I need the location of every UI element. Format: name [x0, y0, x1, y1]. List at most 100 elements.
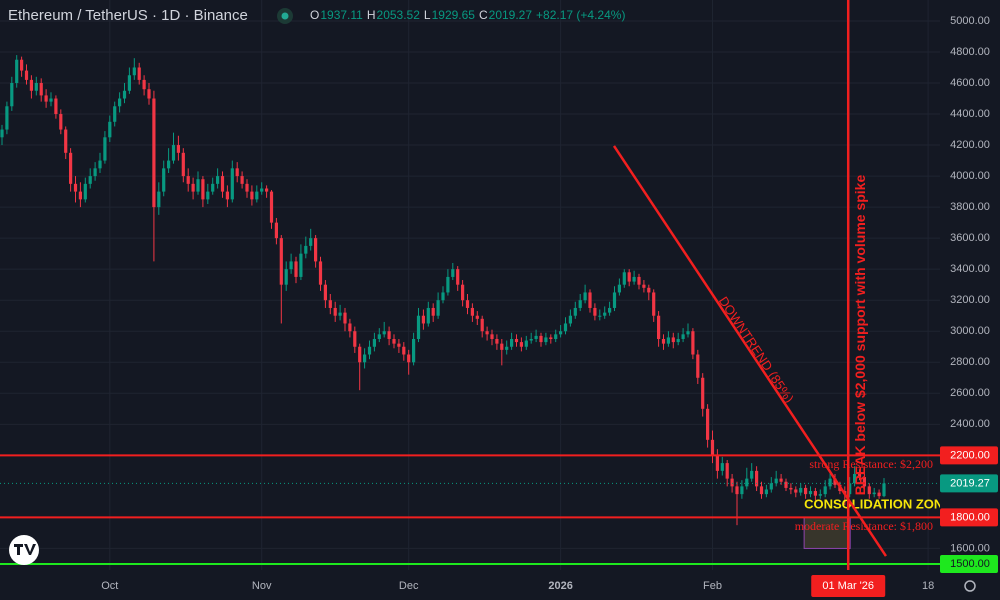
- candle-body: [206, 191, 210, 200]
- candle-body: [260, 188, 264, 192]
- candle-body: [289, 261, 293, 270]
- candle-body: [323, 284, 328, 301]
- candle-body: [495, 338, 499, 344]
- candle-body: [720, 463, 724, 471]
- candle-body: [421, 315, 426, 324]
- axis-bg: [940, 0, 1000, 600]
- candle-body: [44, 95, 48, 102]
- y-tick-label: 3800.00: [950, 201, 990, 213]
- candle-body: [132, 67, 136, 76]
- candle-body: [852, 473, 857, 484]
- candle-body: [568, 315, 572, 324]
- candle-body: [617, 284, 621, 293]
- candle-body: [113, 106, 117, 122]
- candle-body: [309, 238, 313, 246]
- candle-body: [162, 168, 166, 192]
- candle-body: [799, 487, 803, 493]
- last-price-label: 2019.27: [950, 477, 990, 489]
- candle-body: [740, 486, 744, 495]
- candle-body: [676, 338, 680, 343]
- candle-body: [696, 354, 700, 378]
- candle-body: [265, 188, 269, 192]
- level-text: strong Resistance: $2,200: [809, 457, 933, 471]
- candle-body: [49, 98, 53, 102]
- candle-body: [666, 337, 670, 344]
- y-tick-label: 4800.00: [950, 46, 990, 58]
- y-tick-label: 1600.00: [950, 542, 990, 554]
- candle-body: [211, 183, 215, 192]
- candle-body: [745, 478, 749, 487]
- vline-text: BREAK below $2,000 support with volume s…: [852, 175, 868, 496]
- gear[interactable]: [964, 580, 976, 592]
- x-tick-label: 18: [922, 580, 934, 592]
- candle-body: [157, 191, 161, 208]
- candle-body: [304, 245, 308, 254]
- candle-body: [274, 222, 279, 239]
- candle-body: [505, 346, 509, 350]
- candle-body: [867, 486, 871, 495]
- candle-body: [514, 338, 519, 343]
- candle-body: [34, 83, 38, 91]
- candle-body: [93, 168, 97, 177]
- candle-body: [671, 337, 675, 343]
- y-tick-label: 3000.00: [950, 325, 990, 337]
- candle-body: [441, 292, 445, 301]
- candle-body: [470, 307, 475, 316]
- y-tick-label: 2800.00: [950, 356, 990, 368]
- candle-body: [181, 152, 185, 177]
- candle-body: [186, 176, 190, 184]
- level-text: moderate Resistance: $1,800: [795, 519, 933, 533]
- candle-body: [456, 269, 460, 285]
- candle-body: [167, 160, 171, 169]
- candle-body: [225, 191, 230, 200]
- level-price-box: [940, 508, 998, 527]
- candle-body: [681, 334, 685, 339]
- time-cursor-box: [811, 575, 886, 597]
- candle-body: [343, 312, 347, 324]
- candle-body: [294, 261, 298, 277]
- candle-body: [407, 354, 411, 363]
- candle-body: [588, 292, 592, 308]
- candle-body: [808, 491, 813, 495]
- candle-body: [103, 137, 107, 161]
- candle-body: [647, 287, 651, 293]
- candle-body: [196, 179, 200, 192]
- candle-body: [299, 253, 303, 277]
- ohlc-value: 1937.11: [320, 8, 363, 22]
- y-tick-label: 3200.00: [950, 294, 990, 306]
- candle-body: [750, 470, 754, 479]
- candle-body: [137, 67, 141, 80]
- level-price-label: 1800.00: [950, 511, 990, 523]
- candle-body: [603, 312, 607, 316]
- candle-body: [255, 191, 259, 200]
- candle-body: [10, 83, 14, 107]
- ohlc-value: 1929.65: [432, 8, 476, 22]
- candle-body: [573, 307, 577, 316]
- candle-body: [764, 489, 768, 495]
- candle-body: [147, 89, 151, 99]
- candle-body: [446, 276, 450, 293]
- candle-body: [818, 494, 822, 496]
- candle-body: [59, 114, 63, 130]
- candle-body: [314, 238, 318, 262]
- candle-body: [475, 315, 479, 319]
- candle-body: [279, 238, 283, 285]
- candle-body: [235, 168, 239, 177]
- y-tick-label: 4600.00: [950, 77, 990, 89]
- candle-body: [652, 292, 656, 316]
- candle-body: [201, 179, 205, 200]
- candle-body: [64, 129, 68, 153]
- candle-body: [397, 343, 401, 347]
- ohlc-label: L: [424, 8, 431, 22]
- candle-body: [461, 284, 465, 301]
- candle-body: [220, 176, 225, 192]
- candle-body: [686, 331, 690, 335]
- candle-body: [269, 191, 274, 223]
- ohlc-label: H: [367, 8, 376, 22]
- candle-body: [118, 98, 122, 107]
- candle-body: [24, 70, 29, 80]
- candle-body: [519, 342, 524, 347]
- candle-body: [524, 340, 528, 347]
- level-price-label: 2200.00: [950, 449, 990, 461]
- settings-icon[interactable]: [964, 580, 976, 592]
